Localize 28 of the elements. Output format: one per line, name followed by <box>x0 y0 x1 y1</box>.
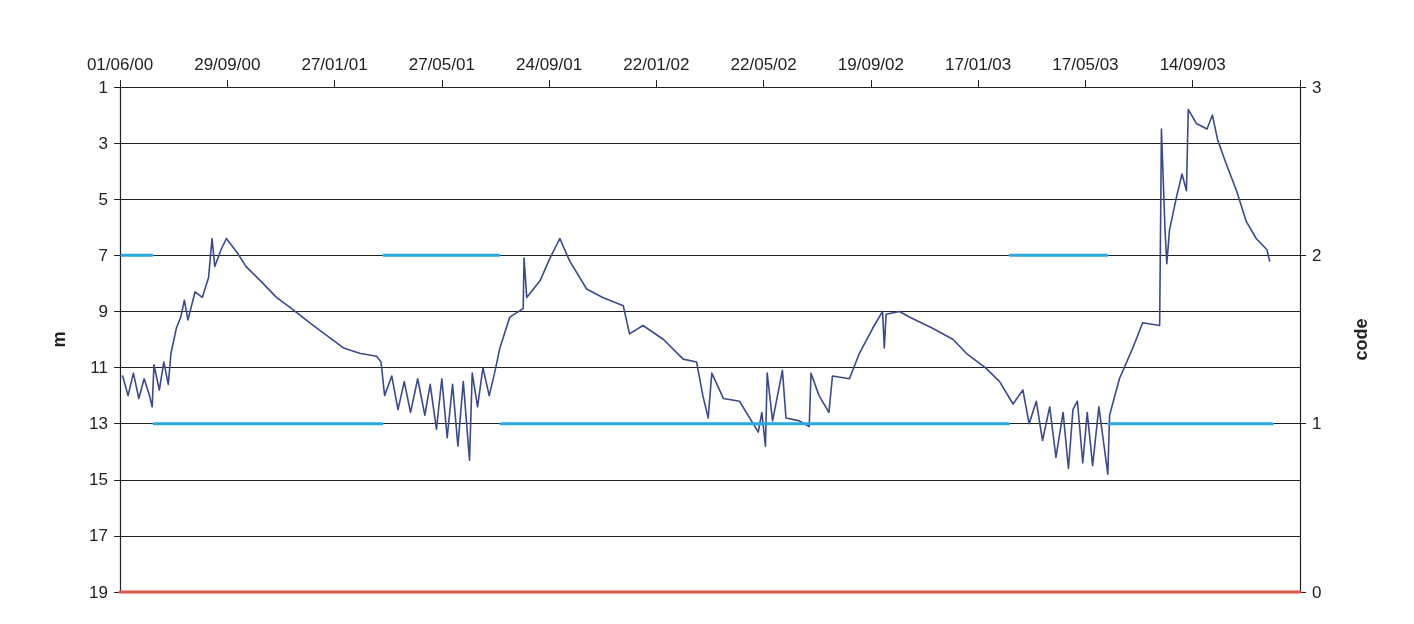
x-tick-label: 29/09/00 <box>194 55 261 74</box>
x-tick-label: 01/06/00 <box>86 55 154 74</box>
y2-tick-label: 2 <box>1312 245 1322 265</box>
y-tick-label: 15 <box>89 470 108 490</box>
y2-tick-label: 1 <box>1312 414 1322 434</box>
y-tick-label: 19 <box>89 582 108 602</box>
y-tick-label: 5 <box>98 189 108 209</box>
line-series <box>121 108 1271 475</box>
x-tick-label: 19/09/02 <box>837 55 904 74</box>
y-tick-label: 3 <box>98 133 108 153</box>
y2-tick-label: 3 <box>1312 77 1322 97</box>
y-tick-label: 13 <box>89 414 108 434</box>
y-axis-title: m <box>49 331 69 348</box>
y-tick-label: 1 <box>98 77 108 97</box>
x-tick-label: 22/01/02 <box>623 55 690 74</box>
x-tick-label: 17/05/03 <box>1052 55 1119 74</box>
x-tick-label: 14/09/03 <box>1159 55 1226 74</box>
y2-axis-title: code <box>1351 318 1371 361</box>
y-tick-label: 11 <box>90 358 108 378</box>
x-tick-label: 27/01/01 <box>301 55 368 74</box>
y2-tick-label: 0 <box>1312 582 1322 602</box>
x-tick-label: 27/05/01 <box>408 55 475 74</box>
y-tick-label: 17 <box>89 526 108 546</box>
x-tick-label: 22/05/02 <box>730 55 797 74</box>
y-tick-label: 9 <box>98 301 108 321</box>
y-tick-label: 7 <box>98 245 108 265</box>
x-tick-label: 24/09/01 <box>516 55 583 74</box>
x-tick-label: 17/01/03 <box>945 55 1012 74</box>
